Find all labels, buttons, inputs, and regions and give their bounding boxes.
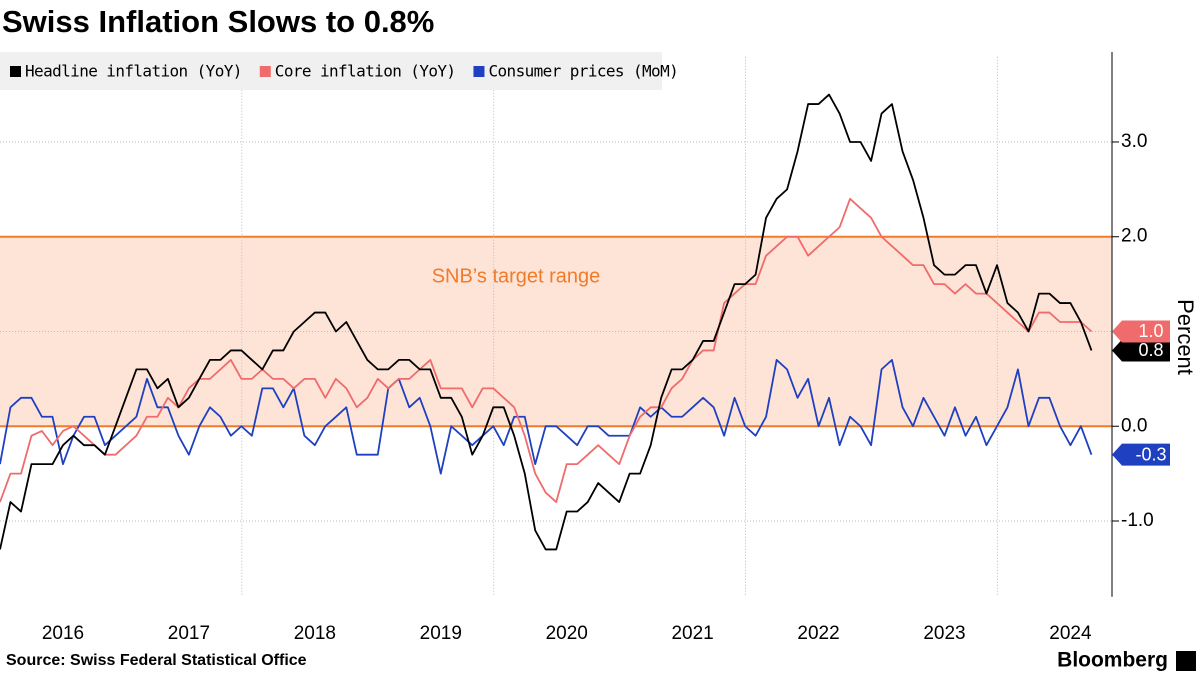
x-tick-label: 2023 [923,623,965,644]
end-badge [1112,339,1170,362]
y-tick-label: -1.0 [1121,510,1154,531]
y-tick-label: 0.0 [1121,415,1147,436]
series-line [0,93,1093,551]
chart-title: Swiss Inflation Slows to 0.8% [2,4,434,39]
y-tick-label: 3.0 [1121,131,1147,152]
x-tick-label: 2018 [294,623,336,644]
x-tick-label: 2022 [797,623,839,644]
brand: Bloomberg [1057,649,1168,672]
series-line [0,197,1093,503]
end-label: 1.0 [1138,321,1163,341]
legend-background [0,52,662,90]
legend-label: Headline inflation (YoY) [25,62,242,81]
end-label: -0.3 [1135,444,1166,464]
x-tick-label: 2016 [42,623,84,644]
x-tick-label: 2019 [420,623,462,644]
end-badge [1112,320,1170,343]
band-label: SNB’s target range [432,265,601,287]
legend-swatch [10,66,21,77]
x-tick-label: 2017 [168,623,210,644]
end-label: 0.8 [1138,340,1163,360]
legend-label: Core inflation (YoY) [275,62,456,81]
legend-swatch [473,66,485,77]
plot: SNB’s target range-1.00.01.02.03.0201620… [0,52,1154,644]
brand-icon [1176,651,1196,671]
y-tick-label: 2.0 [1121,226,1147,247]
end-badge [1112,443,1170,466]
x-tick-label: 2020 [546,623,588,644]
x-tick-label: 2021 [671,623,713,644]
y-axis-label: Percent [1173,299,1198,375]
legend-label: Consumer prices (MoM) [488,62,678,81]
series-line [0,359,1093,475]
source: Source: Swiss Federal Statistical Office [6,652,307,669]
x-tick-label: 2024 [1049,623,1092,644]
legend-swatch [259,66,271,77]
